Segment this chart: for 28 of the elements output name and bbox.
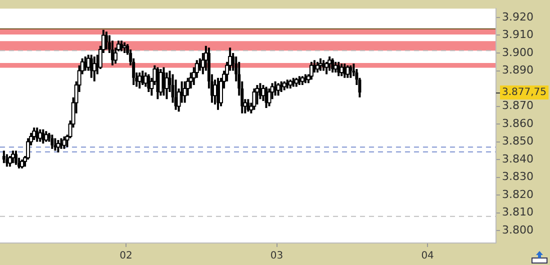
y-tick-label: 3.890	[502, 64, 534, 77]
y-tick-label: 3.910	[502, 28, 534, 42]
candlestick	[349, 64, 352, 79]
x-tick-label: 02	[120, 250, 132, 262]
y-tick-label: 3.810	[502, 206, 534, 219]
x-tick-label: 04	[421, 250, 434, 262]
candlestick	[264, 86, 268, 110]
candlestick	[274, 80, 277, 97]
candlestick	[246, 98, 250, 113]
y-tick-label: 3.850	[502, 134, 534, 148]
candlestick	[104, 30, 108, 50]
candlestick	[60, 137, 63, 150]
y-tick-label: 3.860	[502, 116, 534, 130]
y-tick-label: 3.920	[502, 10, 534, 24]
y-tick-label: 3.900	[502, 46, 534, 59]
candlestick	[14, 150, 18, 166]
y-tick-label: 3.870	[502, 99, 534, 112]
y-tick-label: 3.800	[502, 223, 534, 236]
y-tick-label: 3.830	[502, 170, 534, 184]
candlestick	[50, 134, 54, 150]
y-tick-label: 3.840	[502, 152, 534, 166]
candlestick	[331, 57, 334, 74]
y-tick-label: 3.820	[502, 188, 534, 201]
candlestick	[147, 73, 150, 94]
candlestick	[90, 54, 93, 79]
candlestick	[2, 150, 6, 164]
x-tick-label: 03	[270, 250, 284, 262]
text: 3.877,75	[502, 87, 547, 98]
